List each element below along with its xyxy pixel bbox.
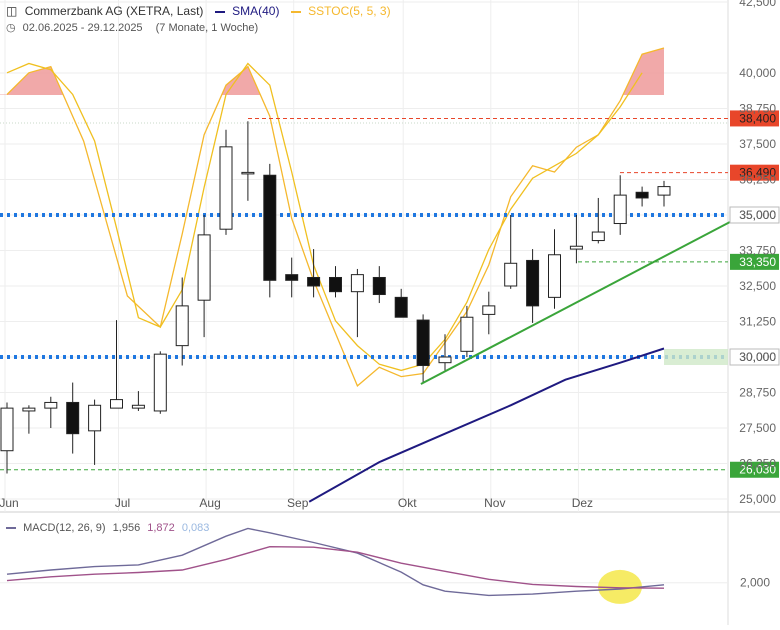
level-tag	[730, 253, 779, 270]
candle-body	[657, 186, 671, 196]
price-tick-label: 32,500	[739, 279, 776, 293]
chart-subheader: ◷ 02.06.2025 - 29.12.2025 (7 Monate, 1 W…	[6, 21, 262, 34]
candle-body	[350, 274, 364, 293]
trendline	[420, 221, 731, 385]
sstoc-fast-line	[6, 47, 665, 387]
date-span: (7 Monate, 1 Woche)	[155, 22, 259, 34]
candle-body	[438, 356, 452, 364]
price-tick-label: 40,000	[739, 66, 776, 80]
candle-body	[44, 401, 58, 409]
clock-icon: ◷	[6, 22, 16, 34]
candle-body	[613, 194, 627, 225]
candle-body	[329, 276, 342, 293]
candle-body	[548, 254, 561, 298]
price-tick-label: 25,000	[739, 492, 776, 506]
candle-body	[66, 401, 80, 435]
candle-body	[241, 171, 255, 175]
month-label: Jul	[115, 496, 130, 510]
candle-body	[591, 231, 605, 242]
candle-body	[416, 319, 430, 367]
candle-body	[219, 146, 233, 230]
candle-body	[88, 404, 102, 432]
sstoc-legend-swatch	[290, 10, 301, 13]
level-tag	[730, 110, 779, 127]
candle-body	[110, 399, 123, 409]
price-tick-label: 26,250	[739, 457, 776, 471]
candle-body	[131, 404, 145, 409]
stoch-overbought-area	[0, 66, 64, 95]
level-tag-label: 33,350	[739, 255, 776, 269]
candle-body	[285, 274, 299, 281]
chart-header: ◫ Commerzbank AG (XETRA, Last) SMA(40) S…	[6, 4, 395, 18]
candle-body	[307, 276, 321, 287]
instrument-title: Commerzbank AG (XETRA, Last)	[24, 4, 204, 18]
price-tick-label: 38,750	[739, 102, 776, 116]
macd-hist-value: 0,083	[181, 522, 210, 534]
macd-legend-swatch	[6, 527, 16, 530]
sma-legend: SMA(40)	[232, 4, 280, 18]
price-tick-label: 35,000	[739, 208, 776, 222]
candlestick-icon: ◫	[6, 4, 18, 18]
macd-title: MACD(12, 26, 9)	[23, 522, 106, 534]
month-label: Jun	[0, 496, 19, 510]
level-tag-label: 26,030	[739, 463, 776, 477]
level-tag	[730, 164, 779, 181]
stoch-overbought-area	[622, 48, 664, 95]
crossover-highlight	[598, 569, 642, 604]
macd-value: 1,956	[112, 522, 141, 534]
candle-body	[175, 305, 189, 347]
candle-body	[482, 305, 496, 315]
level-tag-label: 30,000	[739, 350, 776, 364]
level-tag-label: 38,400	[739, 111, 776, 125]
level-tag	[729, 348, 780, 366]
sma40-line	[308, 347, 665, 503]
level-tag-label: 35,000	[739, 208, 776, 222]
month-label: Aug	[199, 496, 220, 510]
macd-legend: MACD(12, 26, 9) 1,956 1,872 0,083	[6, 522, 213, 534]
level-tag	[729, 206, 780, 224]
price-tick-label: 37,500	[739, 137, 776, 151]
level-tag-label: 36,490	[739, 166, 776, 180]
target-zone	[664, 349, 728, 365]
candle-body	[635, 191, 649, 199]
month-label: Nov	[484, 496, 505, 510]
price-tick-label: 36,250	[739, 173, 776, 187]
month-label: Sep	[287, 496, 309, 510]
candle-body	[153, 353, 167, 412]
candle-body	[0, 407, 14, 452]
price-tick-label: 33,750	[739, 244, 776, 258]
macd-signal-line	[6, 545, 665, 589]
candle-body	[504, 262, 518, 287]
price-tick-label: 27,500	[739, 421, 776, 435]
candle-body	[372, 276, 386, 296]
macd-line	[6, 527, 665, 597]
candle-body	[526, 259, 540, 307]
candle-body	[394, 296, 408, 318]
price-tick-label: 30,000	[739, 350, 776, 364]
month-label: Okt	[398, 496, 417, 510]
sma-legend-swatch	[214, 10, 225, 13]
level-tag	[730, 461, 779, 478]
candle-body	[22, 407, 36, 412]
candle-body	[263, 174, 277, 281]
candle-body	[460, 316, 474, 352]
candle-body	[197, 234, 211, 301]
macd-tick-label: 2,000	[740, 576, 770, 590]
macd-signal-value: 1,872	[147, 522, 175, 534]
date-range: 02.06.2025 - 29.12.2025	[22, 22, 143, 34]
sstoc-legend: SSTOC(5, 5, 3)	[308, 4, 391, 18]
month-label: Dez	[572, 496, 593, 510]
candle-body	[569, 245, 583, 250]
price-tick-label: 42,500	[739, 0, 776, 9]
price-tick-label: 28,750	[739, 386, 776, 400]
price-tick-label: 31,250	[739, 315, 776, 329]
